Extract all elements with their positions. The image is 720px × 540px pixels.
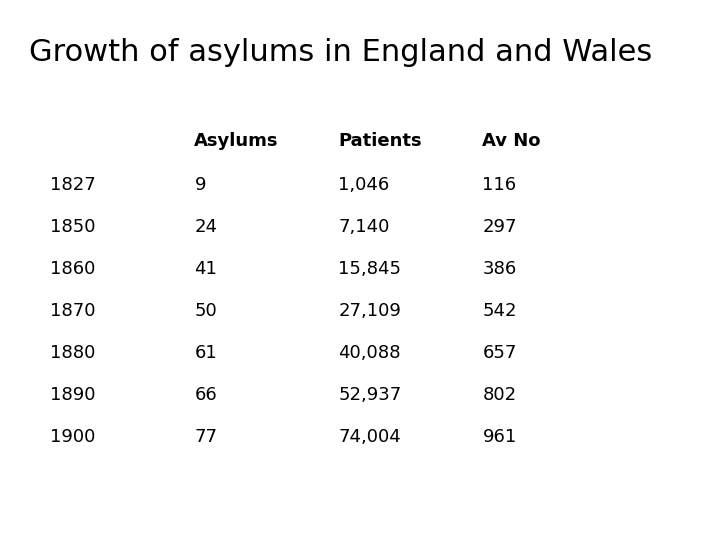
Text: 1850: 1850 (50, 218, 96, 235)
Text: 1900: 1900 (50, 428, 96, 446)
Text: Av No: Av No (482, 132, 541, 150)
Text: 24: 24 (194, 218, 217, 235)
Text: 1860: 1860 (50, 260, 96, 278)
Text: 15,845: 15,845 (338, 260, 402, 278)
Text: 40,088: 40,088 (338, 344, 401, 362)
Text: 9: 9 (194, 176, 206, 193)
Text: 1870: 1870 (50, 302, 96, 320)
Text: 1880: 1880 (50, 344, 96, 362)
Text: 27,109: 27,109 (338, 302, 401, 320)
Text: 7,140: 7,140 (338, 218, 390, 235)
Text: 542: 542 (482, 302, 517, 320)
Text: 50: 50 (194, 302, 217, 320)
Text: 1827: 1827 (50, 176, 96, 193)
Text: 77: 77 (194, 428, 217, 446)
Text: 74,004: 74,004 (338, 428, 401, 446)
Text: 657: 657 (482, 344, 517, 362)
Text: 961: 961 (482, 428, 517, 446)
Text: 297: 297 (482, 218, 517, 235)
Text: 52,937: 52,937 (338, 386, 402, 404)
Text: 61: 61 (194, 344, 217, 362)
Text: Patients: Patients (338, 132, 422, 150)
Text: 41: 41 (194, 260, 217, 278)
Text: 1,046: 1,046 (338, 176, 390, 193)
Text: 386: 386 (482, 260, 517, 278)
Text: Growth of asylums in England and Wales: Growth of asylums in England and Wales (29, 38, 652, 67)
Text: 802: 802 (482, 386, 516, 404)
Text: 1890: 1890 (50, 386, 96, 404)
Text: 116: 116 (482, 176, 516, 193)
Text: Asylums: Asylums (194, 132, 279, 150)
Text: 66: 66 (194, 386, 217, 404)
